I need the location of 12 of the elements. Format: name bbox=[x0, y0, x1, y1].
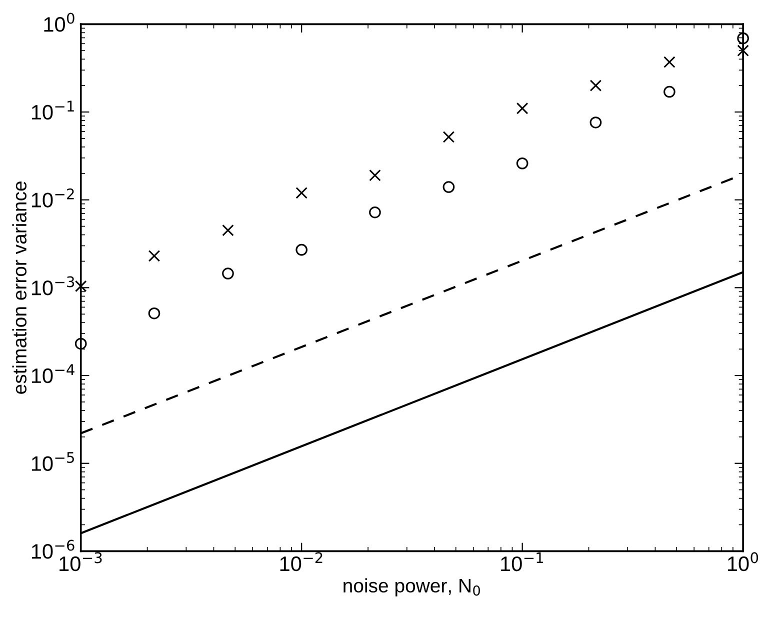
y-tick-label: 10$^{−2}$ bbox=[32, 188, 74, 208]
y-tick-label: 10$^{−5}$ bbox=[32, 452, 74, 471]
y-tick-label: 10$^{0}$ bbox=[44, 12, 74, 32]
x-tick-label: 10$^{−2}$ bbox=[280, 552, 322, 572]
y-tick-label: 10$^{−1}$ bbox=[32, 100, 74, 120]
y-axis-title: estimation error variance bbox=[12, 182, 27, 394]
y-tick-label: 10$^{−3}$ bbox=[32, 276, 74, 296]
x-tick-label: 10$^{−1}$ bbox=[501, 552, 544, 572]
x-tick-label: 10$^{0}$ bbox=[728, 552, 758, 572]
y-tick-label: 10$^{−4}$ bbox=[32, 364, 74, 384]
x-axis-title: noise power, N$_{0}$ bbox=[344, 578, 480, 596]
x-tick-label: 10$^{−3}$ bbox=[60, 552, 102, 572]
